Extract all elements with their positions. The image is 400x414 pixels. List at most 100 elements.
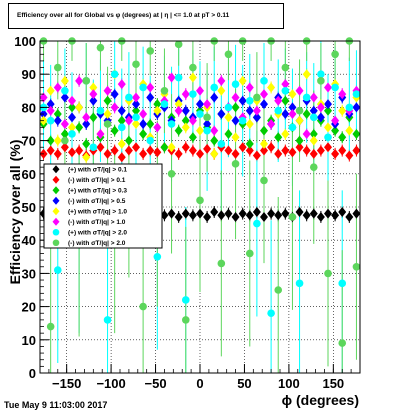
data-point: [210, 135, 219, 146]
data-point: [217, 109, 226, 120]
data-point: [146, 47, 155, 55]
data-point: [110, 145, 119, 156]
x-axis-label: ϕ (degrees): [282, 392, 359, 408]
data-point: [288, 123, 297, 132]
data-point: [245, 145, 254, 156]
data-point: [139, 148, 148, 159]
data-point: [53, 109, 62, 120]
data-point: [309, 92, 318, 103]
data-point: [260, 138, 268, 149]
legend-marker: [52, 186, 60, 195]
data-point: [295, 206, 304, 217]
data-point: [60, 119, 69, 129]
data-point: [309, 105, 318, 116]
data-point: [324, 142, 332, 153]
data-point: [188, 132, 197, 143]
data-point: [210, 125, 219, 136]
data-point: [260, 77, 268, 85]
data-point: [309, 128, 318, 139]
data-point: [124, 145, 133, 156]
data-point: [117, 123, 126, 132]
data-point: [82, 119, 91, 129]
data-point: [309, 135, 318, 146]
data-point: [309, 163, 318, 171]
legend-entry: (-) with σT/|q| > 2.0: [68, 240, 126, 247]
data-point: [281, 63, 290, 72]
data-point: [110, 89, 119, 100]
data-point: [153, 147, 162, 158]
data-point: [89, 95, 98, 106]
data-point: [196, 125, 204, 136]
data-point: [260, 89, 268, 100]
data-point: [231, 92, 240, 103]
data-point: [96, 106, 105, 115]
data-point: [295, 135, 304, 146]
data-point: [260, 125, 268, 136]
y-tick-label: 20: [22, 300, 36, 315]
data-point: [267, 142, 276, 153]
data-point: [103, 316, 112, 324]
data-point: [203, 211, 212, 222]
x-tick-label: 50: [237, 376, 251, 391]
data-point: [210, 148, 219, 159]
data-point: [267, 119, 276, 129]
y-tick-label: 40: [22, 233, 36, 248]
data-point: [196, 208, 204, 219]
data-point: [324, 105, 332, 116]
data-point: [245, 82, 254, 93]
data-point: [274, 132, 283, 143]
data-point: [46, 99, 55, 110]
data-point: [245, 96, 254, 105]
data-point: [281, 79, 290, 90]
data-point: [331, 50, 339, 59]
data-point: [189, 63, 197, 72]
title-box: Efficiency over all for Global vs φ (deg…: [8, 3, 284, 29]
data-point: [160, 87, 169, 95]
data-point: [352, 102, 361, 113]
x-tick-label: −100: [96, 376, 125, 391]
data-point: [53, 115, 62, 126]
data-point: [352, 128, 361, 139]
data-point: [231, 80, 240, 88]
data-point: [302, 109, 311, 120]
data-point: [181, 115, 190, 126]
data-point: [89, 89, 98, 100]
data-point: [103, 120, 112, 128]
legend-marker: [52, 207, 60, 216]
data-point: [82, 152, 91, 163]
data-point: [103, 85, 112, 96]
data-point: [188, 72, 197, 83]
data-point: [181, 296, 190, 304]
data-point: [181, 105, 190, 116]
data-point: [338, 105, 347, 116]
data-point: [217, 140, 226, 148]
y-tick-label: 10: [22, 333, 36, 348]
legend-marker: [52, 165, 60, 174]
data-point: [125, 93, 133, 102]
data-point: [224, 103, 233, 112]
legend-marker: [52, 196, 60, 205]
data-point: [132, 113, 140, 122]
data-point: [203, 126, 211, 135]
data-point: [288, 147, 297, 158]
data-point: [331, 115, 340, 126]
data-point: [316, 145, 325, 156]
data-point: [153, 122, 162, 133]
data-point: [82, 138, 91, 149]
data-point: [252, 112, 261, 123]
legend-entry: (+) with σT/|q| > 1.0: [68, 209, 127, 216]
data-point: [103, 95, 112, 106]
data-point: [53, 266, 62, 274]
data-point: [352, 90, 361, 98]
data-point: [245, 249, 254, 258]
data-point: [139, 83, 147, 92]
data-point: [196, 196, 204, 205]
data-point: [68, 147, 76, 158]
data-point: [281, 128, 290, 139]
data-point: [238, 95, 247, 106]
data-point: [153, 252, 162, 261]
data-point: [82, 112, 91, 123]
data-point: [53, 148, 62, 159]
data-point: [331, 83, 339, 92]
x-tick-label: −50: [145, 376, 167, 391]
